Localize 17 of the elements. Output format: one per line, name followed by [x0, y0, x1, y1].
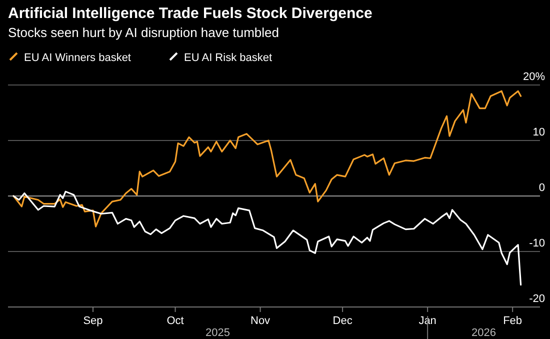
legend-label: EU AI Winners basket [24, 52, 131, 64]
text: 2025 [206, 327, 230, 339]
x-tick-label: Nov [250, 315, 271, 327]
legend-label: EU AI Risk basket [184, 52, 272, 64]
x-tick-label: Jan [418, 315, 436, 327]
x-tick-label: Oct [166, 315, 184, 327]
y-tick-label: -10 [529, 238, 545, 250]
chart-subtitle: Stocks seen hurt by AI disruption have tumbled [8, 25, 279, 40]
x-tick-label: Dec [332, 315, 353, 327]
x-tick-label: Feb [503, 315, 522, 327]
text: 2026 [472, 327, 496, 339]
y-tick-label: -20 [529, 293, 545, 305]
chart-title: Artificial Intelligence Trade Fuels Stock Divergence [8, 5, 372, 22]
y-tick-label: 0 [538, 182, 545, 194]
x-tick-label: Sep [83, 315, 103, 327]
y-tick-label: 20% [522, 71, 546, 83]
y-tick-label: 10 [532, 126, 545, 138]
